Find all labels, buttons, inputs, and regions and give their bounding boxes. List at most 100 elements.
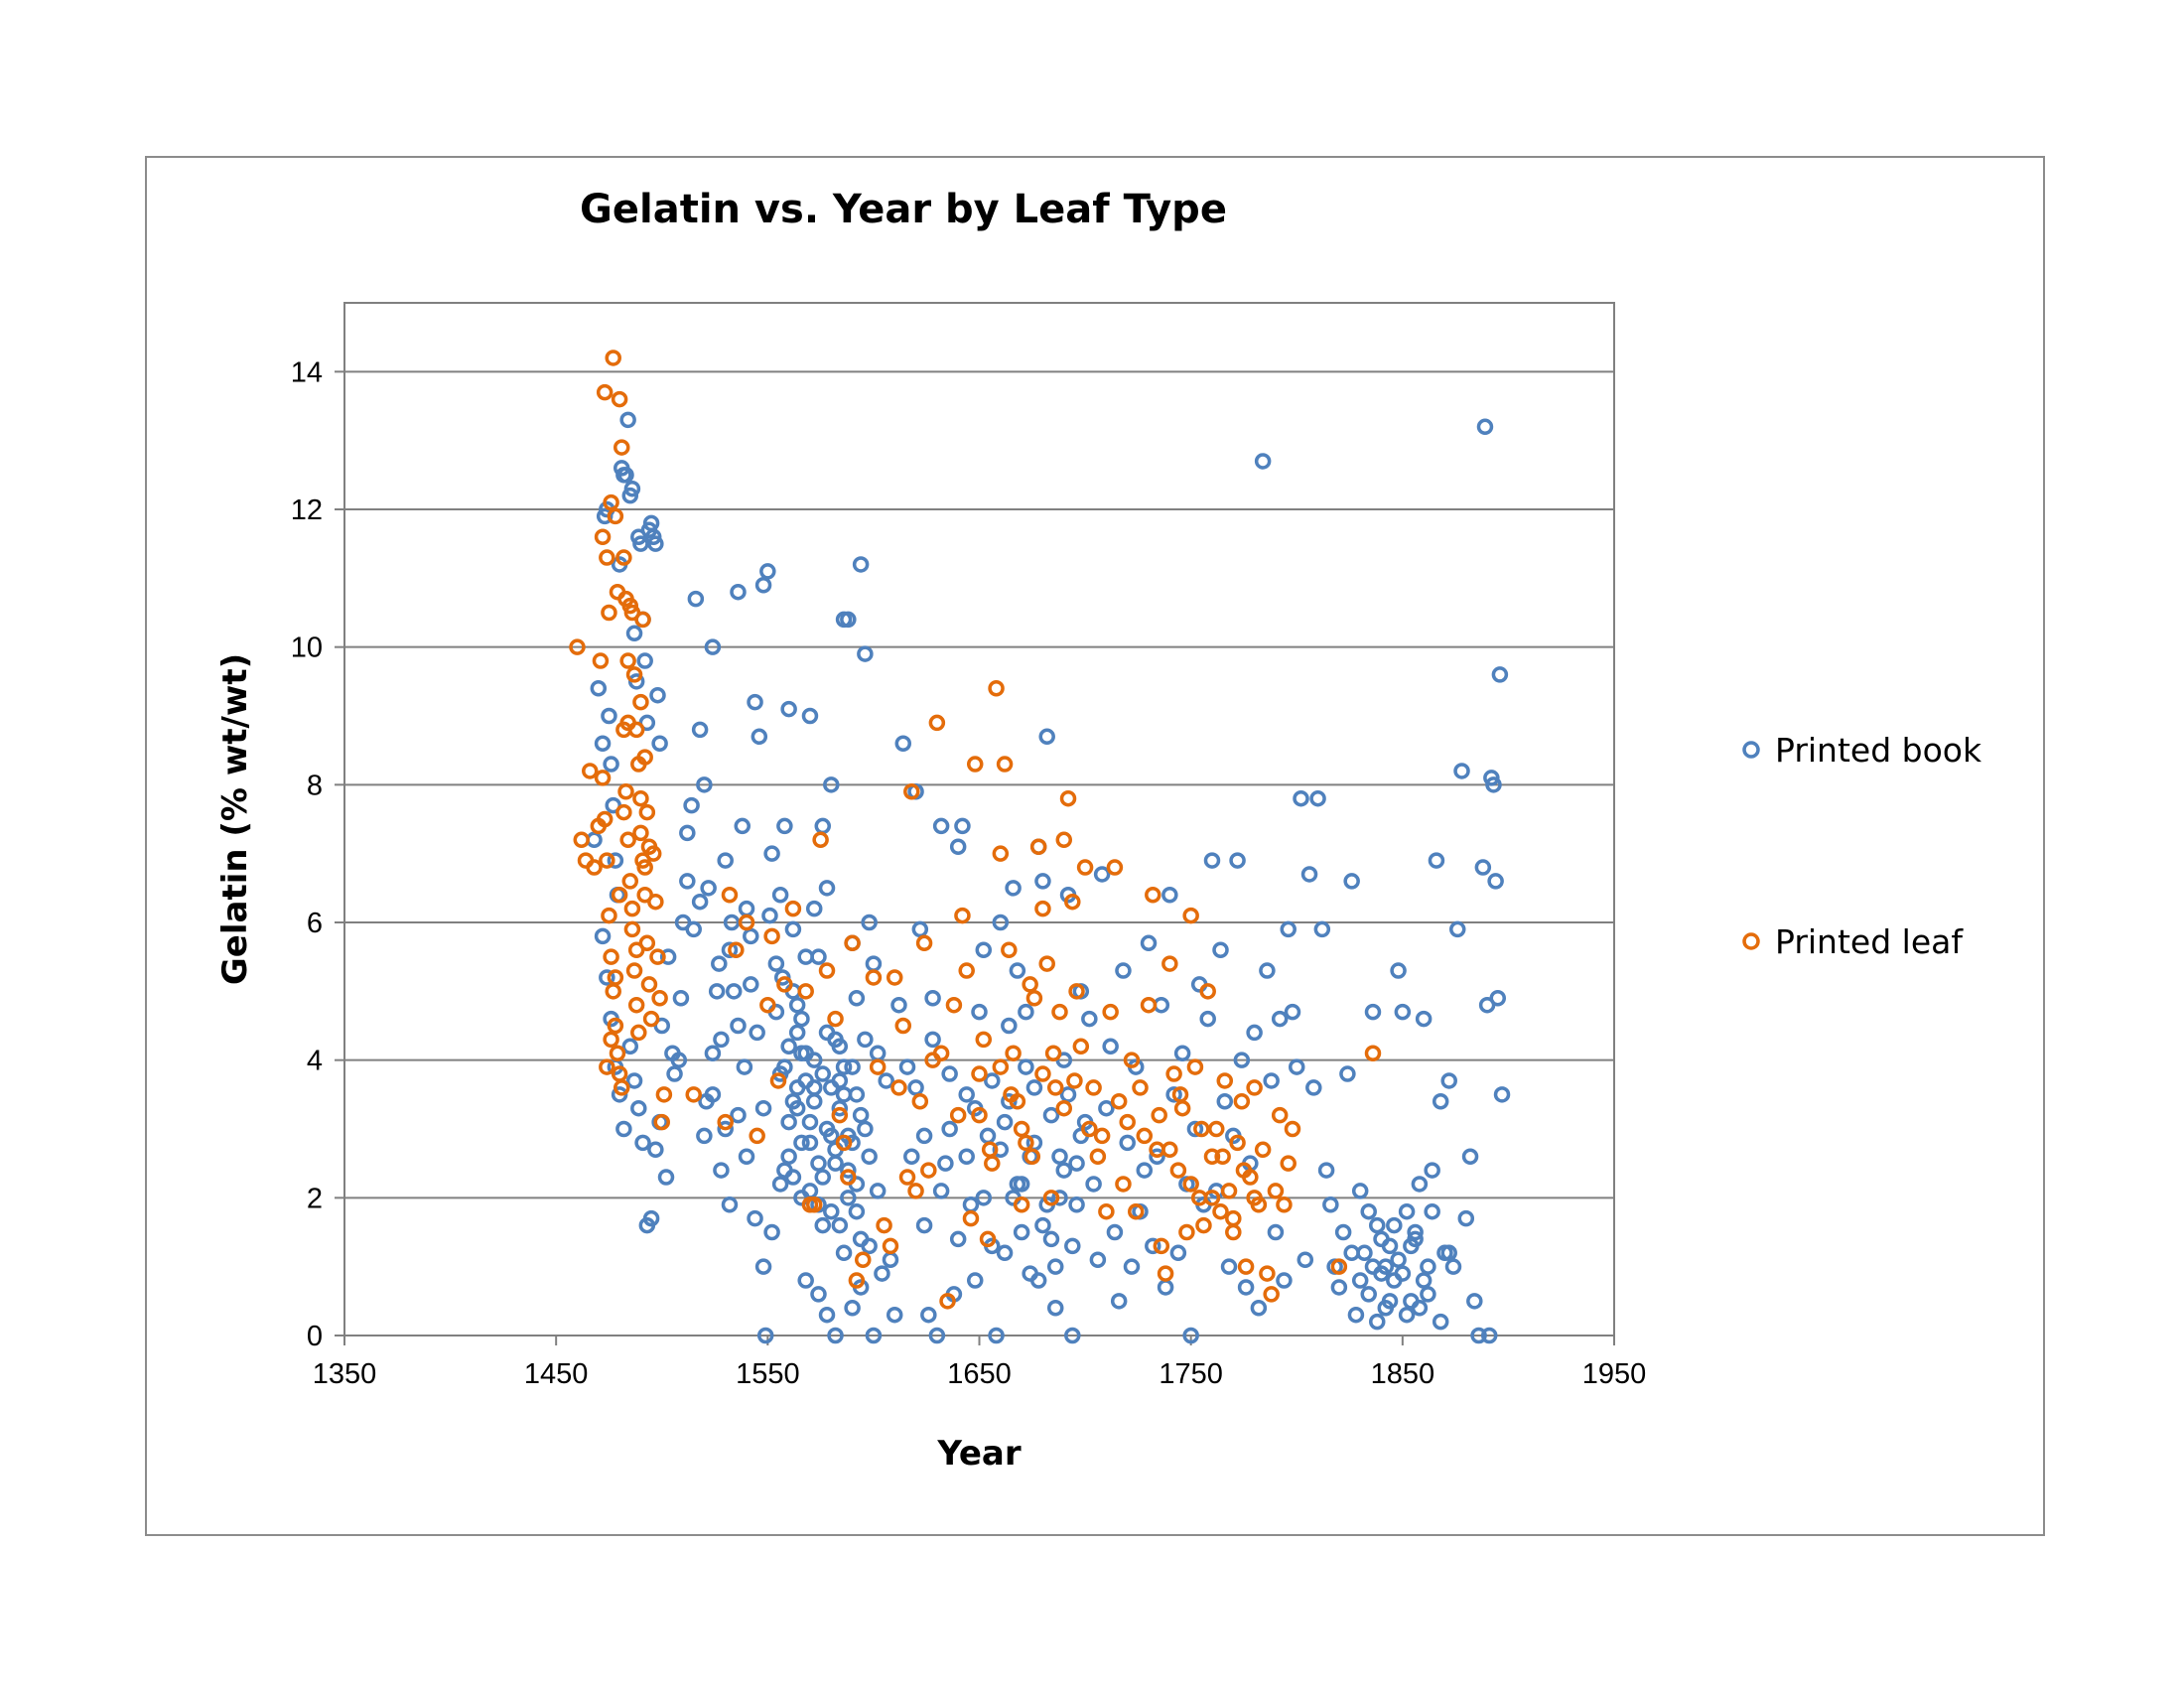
data-point: [915, 934, 933, 952]
data-point: [814, 1169, 832, 1186]
data-point: [1449, 920, 1466, 938]
data-point: [659, 948, 677, 965]
data-point: [844, 1058, 861, 1075]
data-point: [1025, 990, 1043, 1007]
data-point: [1246, 1190, 1263, 1206]
data-point: [1153, 1237, 1170, 1255]
x-tick-label: 1550: [736, 1358, 800, 1390]
data-point: [840, 1162, 857, 1179]
data-point: [1305, 1079, 1322, 1096]
y-tick-label: 2: [307, 1183, 323, 1214]
y-tick-label: 14: [291, 356, 323, 388]
data-point: [962, 1209, 980, 1227]
data-point: [1276, 1272, 1293, 1289]
data-point: [717, 852, 734, 869]
data-point: [975, 1031, 993, 1049]
data-point: [1034, 1216, 1051, 1234]
data-point: [1025, 1079, 1043, 1096]
data-point: [818, 1120, 836, 1138]
data-point: [1415, 1010, 1433, 1028]
data-point: [1369, 1216, 1386, 1234]
data-point: [797, 948, 814, 965]
data-point: [1250, 1300, 1268, 1317]
data-point: [1051, 1003, 1068, 1021]
data-point: [611, 390, 628, 408]
data-point: [810, 1155, 827, 1172]
data-point: [848, 1086, 866, 1103]
data-point: [780, 1113, 797, 1131]
data-point: [869, 1183, 887, 1199]
data-point: [827, 1155, 844, 1172]
data-point: [831, 1038, 849, 1055]
data-point: [1119, 1134, 1136, 1152]
data-point: [1394, 1265, 1412, 1282]
data-point: [609, 1045, 626, 1061]
data-point: [1233, 1052, 1251, 1068]
data-point: [1212, 1202, 1229, 1220]
x-tick-label: 1450: [524, 1358, 589, 1390]
data-point: [632, 693, 649, 711]
data-point: [759, 563, 776, 580]
data-point: [594, 927, 612, 945]
data-point: [992, 845, 1010, 862]
data-point: [1432, 1313, 1449, 1331]
data-point: [630, 1099, 647, 1117]
data-point: [981, 1141, 999, 1159]
data-point: [1411, 1176, 1429, 1193]
data-point: [1284, 1003, 1301, 1021]
data-point: [861, 1148, 878, 1165]
data-point: [1297, 1251, 1314, 1268]
data-point: [1029, 1272, 1047, 1289]
data-point: [713, 1031, 730, 1049]
data-point: [1089, 1251, 1107, 1268]
y-axis-title: Gelatin (% wt/wt): [215, 653, 255, 985]
data-point: [1246, 1024, 1263, 1042]
data-point: [1173, 1099, 1191, 1117]
data-point: [784, 920, 802, 938]
data-point: [1424, 1202, 1440, 1220]
data-point: [1186, 1058, 1204, 1075]
data-point: [751, 728, 768, 746]
data-point: [728, 941, 745, 958]
data-point: [1360, 1286, 1377, 1303]
data-point: [890, 1079, 907, 1096]
legend-label: Printed book: [1775, 731, 1982, 770]
data-point: [941, 1120, 958, 1138]
data-point: [696, 776, 713, 793]
data-point: [1440, 1072, 1457, 1089]
data-point: [911, 920, 929, 938]
data-point: [603, 1031, 619, 1049]
data-point: [1029, 838, 1047, 855]
data-point: [743, 927, 759, 945]
data-point: [687, 590, 705, 608]
data-point: [1009, 1176, 1026, 1193]
chart-title: Gelatin vs. Year by Leaf Type: [580, 187, 1227, 232]
data-point: [1161, 887, 1178, 904]
data-point: [619, 831, 636, 849]
data-point: [988, 1327, 1005, 1344]
data-point: [615, 549, 632, 566]
data-point: [1068, 1155, 1085, 1172]
data-point: [776, 976, 793, 993]
data-point: [670, 1052, 688, 1068]
data-point: [1059, 1086, 1077, 1103]
data-point: [638, 803, 656, 821]
data-point: [810, 1286, 827, 1303]
data-point: [1161, 1141, 1178, 1159]
data-point: [996, 756, 1014, 773]
data-point: [1110, 1293, 1128, 1310]
data-point: [939, 1293, 956, 1310]
data-point: [920, 1162, 937, 1179]
data-point: [996, 1113, 1014, 1131]
data-point: [886, 1306, 903, 1324]
data-point: [780, 1038, 797, 1055]
data-point: [1254, 1141, 1272, 1159]
data-point: [840, 611, 857, 629]
data-point: [818, 962, 836, 979]
data-point: [898, 1169, 916, 1186]
data-point: [1373, 1230, 1390, 1248]
data-point: [1055, 1099, 1073, 1117]
data-point: [1068, 1196, 1085, 1213]
y-tick-label: 4: [307, 1046, 323, 1077]
data-point: [771, 1176, 789, 1193]
